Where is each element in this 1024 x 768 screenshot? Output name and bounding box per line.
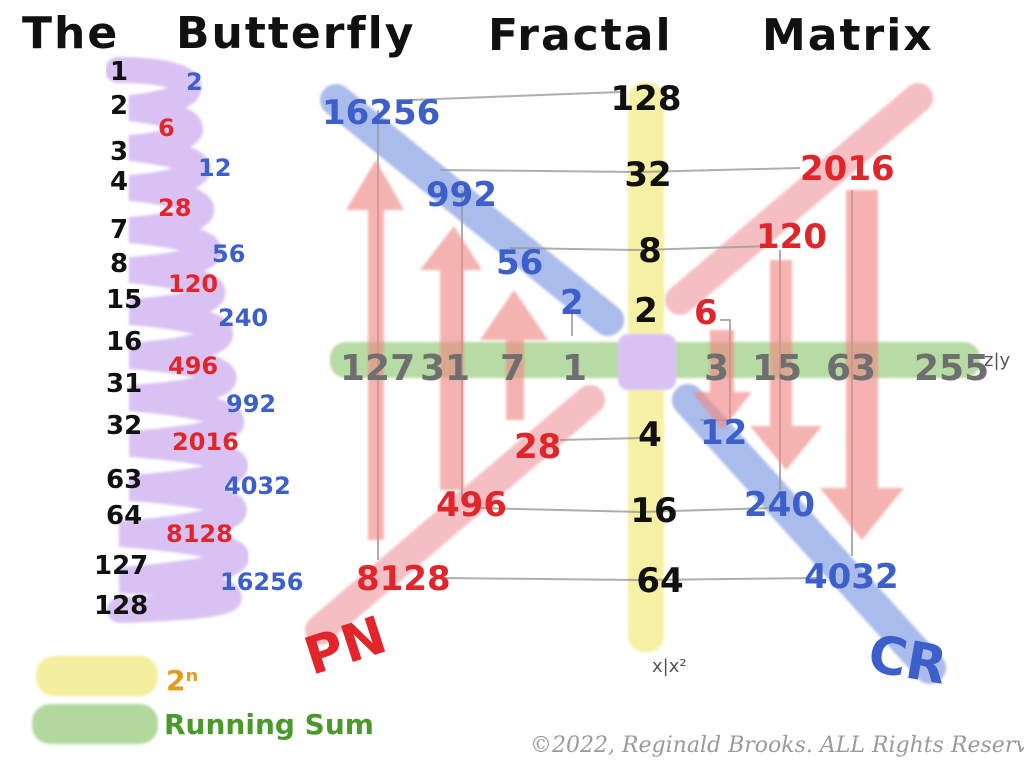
diagonal-number: 28	[514, 427, 561, 467]
pink-diagonal-top-right	[665, 83, 933, 315]
pair-number: 240	[218, 304, 268, 332]
center-number: 4	[638, 415, 662, 455]
list-number: 1	[110, 57, 128, 87]
list-number: 7	[110, 215, 128, 245]
arrow-down-first	[692, 330, 752, 430]
axis-number: 255	[914, 348, 989, 389]
connector-line	[509, 245, 771, 252]
pair-number: 28	[158, 194, 191, 222]
diagonal-number: 56	[496, 243, 543, 283]
connector-line	[479, 507, 771, 514]
red-arrows	[346, 160, 904, 540]
diagonal-number: 6	[694, 293, 718, 333]
connector-line	[439, 167, 801, 174]
list-number: 32	[106, 411, 142, 441]
pair-number: 6	[158, 114, 175, 142]
axis-number: 15	[752, 348, 802, 389]
diagonal-number: 8128	[356, 559, 451, 599]
list-number: 8	[110, 249, 128, 279]
list-number: 31	[106, 369, 142, 399]
diagonal-number: 496	[436, 485, 507, 525]
legend-green-swatch	[32, 704, 158, 744]
axis-number: 127	[340, 348, 415, 389]
legend-yellow-label: 2ⁿ	[166, 664, 198, 697]
background-bands	[305, 82, 980, 684]
pair-number: 8128	[166, 520, 233, 548]
horizontal-axis: 127 31 7 1 3 15 63 255 z|y	[340, 348, 1011, 389]
arrow-down-second	[750, 260, 822, 470]
list-number: 4	[110, 167, 128, 197]
pair-number: 120	[168, 270, 218, 298]
pair-number: 2016	[172, 428, 239, 456]
diagonal-number: 2	[560, 283, 584, 323]
legend-yellow-swatch	[36, 656, 158, 696]
title-word-the: The	[22, 8, 119, 59]
left-list-band	[105, 57, 249, 623]
pair-number: 4032	[224, 472, 291, 500]
list-number: 16	[106, 327, 142, 357]
horizontal-axis-label: z|y	[984, 350, 1011, 371]
arrow-up-second	[420, 226, 482, 490]
axis-number: 1	[562, 348, 587, 389]
axis-number: 31	[420, 348, 470, 389]
list-number: 128	[94, 591, 148, 621]
connector-line	[409, 91, 621, 101]
list-number: 2	[110, 91, 128, 121]
pair-number: 496	[168, 352, 218, 380]
diagonal-number: 4032	[804, 557, 899, 597]
blue-diagonal-bottom-right	[672, 384, 946, 684]
diagonal-number: 992	[426, 175, 497, 215]
center-number: 32	[624, 155, 671, 195]
diagram-title: The Butterfly Fractal Matrix	[22, 8, 934, 61]
left-list-pairs: 2 6 12 28 56 120 240 496 992 2016 4032 8…	[158, 68, 304, 596]
axis-number: 63	[826, 348, 876, 389]
diagonal-number: 12	[700, 413, 747, 453]
center-number: 2	[634, 291, 658, 331]
diagonal-number: 2016	[800, 149, 895, 189]
list-number: 127	[94, 551, 148, 581]
title-word-butterfly: Butterfly	[176, 8, 415, 59]
title-word-matrix: Matrix	[762, 10, 934, 61]
list-number: 64	[106, 501, 142, 531]
center-square	[618, 334, 676, 390]
pair-number: 56	[212, 240, 245, 268]
arrow-up-third	[480, 290, 548, 420]
corner-tag-cr: CR	[864, 624, 951, 697]
center-number: 64	[636, 561, 683, 601]
center-number: 128	[611, 79, 682, 119]
title-word-fractal: Fractal	[488, 10, 673, 61]
blue-diagonal-top-left	[320, 84, 624, 336]
legend: 2ⁿ Running Sum	[32, 656, 374, 744]
list-number: 15	[106, 285, 142, 315]
pair-number: 12	[198, 154, 231, 182]
left-list-numbers: 1 2 3 4 7 8 15 16 31 32 63 64 127 128	[94, 57, 148, 621]
legend-green-label: Running Sum	[164, 708, 374, 741]
list-number: 63	[106, 465, 142, 495]
pair-number: 992	[226, 390, 276, 418]
copyright-notice: ©2022, Reginald Brooks. ALL Rights Reser…	[530, 733, 1024, 758]
diagonal-number: 120	[756, 217, 827, 257]
center-axis-label: x|x²	[652, 656, 687, 677]
axis-number: 7	[500, 348, 525, 389]
pink-diagonal-bottom-left	[305, 385, 605, 645]
diagonal-number: 240	[744, 485, 815, 525]
list-number: 3	[110, 137, 128, 167]
center-number: 8	[638, 231, 662, 271]
connector-line	[439, 577, 821, 582]
diagonal-numbers: 16256 992 56 2 2016 120 6 8128 496 28 40…	[322, 93, 899, 599]
axis-number: 3	[704, 348, 729, 389]
pair-number: 16256	[220, 568, 304, 596]
center-number: 16	[630, 491, 677, 531]
arrow-up-outer	[346, 160, 404, 540]
center-column: 128 32 8 2 4 16 64 x|x²	[611, 79, 687, 677]
diagonal-number: 16256	[322, 93, 440, 133]
pair-number: 2	[186, 68, 203, 96]
arrow-down-outer	[820, 190, 904, 540]
connector-line	[559, 437, 641, 441]
